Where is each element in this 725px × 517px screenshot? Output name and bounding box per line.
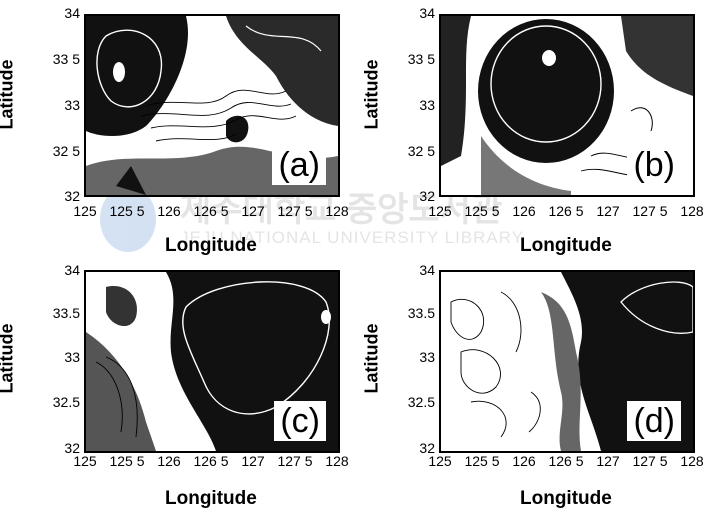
x-axis-label: Longitude xyxy=(165,235,257,256)
y-tick: 33 xyxy=(64,97,80,113)
university-seal-icon xyxy=(100,186,156,252)
y-tick: 34 xyxy=(419,5,435,21)
y-axis-label: Latitude xyxy=(361,59,382,130)
panel-label: (b) xyxy=(627,145,681,185)
x-axis-label: Longitude xyxy=(520,488,612,509)
x-tick: 127 xyxy=(596,453,620,469)
panel-label: (c) xyxy=(274,401,326,441)
y-tick: 33 5 xyxy=(407,51,435,67)
x-tick: 126 5 xyxy=(193,203,229,219)
x-tick: 127 5 xyxy=(277,203,313,219)
y-axis-label: Latitude xyxy=(361,323,382,394)
x-tick: 127 5 xyxy=(632,453,668,469)
y-axis-label: Latitude xyxy=(0,323,17,394)
y-tick: 33 xyxy=(64,349,80,365)
y-tick: 33.5 xyxy=(407,305,435,321)
map-panel-b: (b) xyxy=(439,14,695,197)
watermark-subtitle: JEJU NATIONAL UNIVERSITY LIBRARY xyxy=(180,228,525,247)
x-tick: 126 xyxy=(512,453,536,469)
y-tick: 33.5 xyxy=(52,305,80,321)
x-tick: 126 xyxy=(157,203,181,219)
x-tick: 125 xyxy=(73,453,97,469)
x-tick: 125 5 xyxy=(464,203,500,219)
y-tick: 32 xyxy=(64,188,80,204)
y-tick: 33 5 xyxy=(52,51,80,67)
map-panel-a: (a) xyxy=(84,14,340,197)
y-tick: 33 xyxy=(419,349,435,365)
y-axis-label: Latitude xyxy=(0,59,17,130)
x-tick: 125 5 xyxy=(109,453,145,469)
map-panel-c: (c) xyxy=(84,270,340,453)
x-tick: 127 xyxy=(241,453,265,469)
x-tick: 125 5 xyxy=(464,453,500,469)
y-tick: 34 xyxy=(64,5,80,21)
y-tick: 32 xyxy=(64,440,80,456)
x-axis-label: Longitude xyxy=(520,235,612,256)
x-tick: 127 xyxy=(596,203,620,219)
x-tick: 127 xyxy=(241,203,265,219)
y-tick: 32.5 xyxy=(407,394,435,410)
x-tick: 125 xyxy=(73,203,97,219)
y-tick: 32 5 xyxy=(407,143,435,159)
x-tick: 128 xyxy=(325,203,349,219)
x-tick: 125 xyxy=(428,453,452,469)
panel-label: (a) xyxy=(272,145,326,185)
x-tick: 126 xyxy=(512,203,536,219)
x-tick: 127 5 xyxy=(277,453,313,469)
y-tick: 32.5 xyxy=(52,394,80,410)
x-tick: 128 xyxy=(680,203,704,219)
x-tick: 126 5 xyxy=(193,453,229,469)
x-tick: 126 5 xyxy=(548,453,584,469)
library-watermark: 제주대학교 중앙도서관 JEJU NATIONAL UNIVERSITY LIB… xyxy=(60,186,660,256)
map-panel-d: (d) xyxy=(439,270,695,453)
x-tick: 125 xyxy=(428,203,452,219)
watermark-title: 제주대학교 중앙도서관 xyxy=(180,191,503,229)
panel-label: (d) xyxy=(627,401,681,441)
x-tick: 128 xyxy=(325,453,349,469)
y-tick: 32 xyxy=(419,440,435,456)
x-tick: 128 xyxy=(680,453,704,469)
x-axis-label: Longitude xyxy=(165,488,257,509)
x-tick: 127 5 xyxy=(632,203,668,219)
y-tick: 33 xyxy=(419,97,435,113)
y-tick: 32 xyxy=(419,188,435,204)
y-tick: 34 xyxy=(64,262,80,278)
x-tick: 126 xyxy=(157,453,181,469)
y-tick: 32 5 xyxy=(52,143,80,159)
x-tick: 125 5 xyxy=(109,203,145,219)
x-tick: 126 5 xyxy=(548,203,584,219)
y-tick: 34 xyxy=(419,262,435,278)
